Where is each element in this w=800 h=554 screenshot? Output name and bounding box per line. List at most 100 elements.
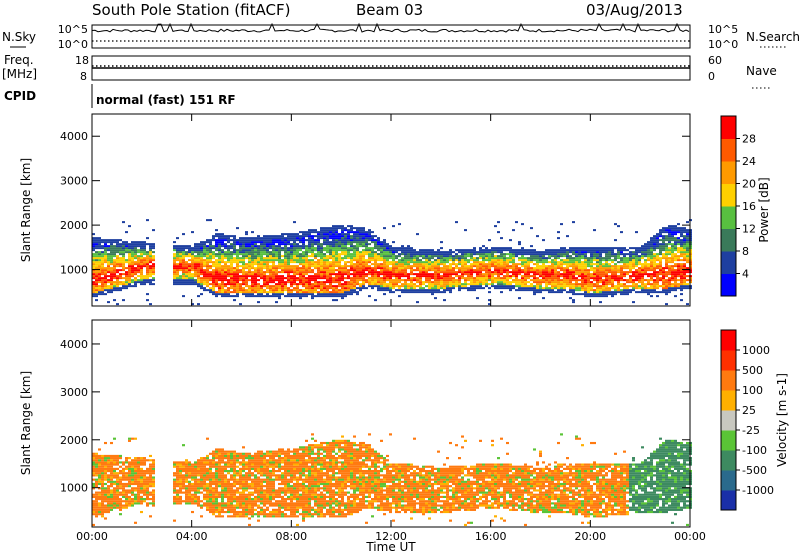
heatmap-cell [407, 249, 410, 252]
heatmap-cell [434, 277, 437, 280]
heatmap-cell [623, 285, 626, 288]
heatmap-cell [224, 283, 227, 286]
heatmap-cell [653, 283, 656, 286]
heatmap-cell [524, 263, 527, 266]
heatmap-cell [107, 291, 110, 294]
heatmap-cell [320, 233, 323, 236]
heatmap-cell [266, 249, 269, 252]
heatmap-cell [593, 285, 596, 288]
heatmap-cell [149, 267, 152, 270]
heatmap-cell [128, 263, 131, 266]
heatmap-cell [632, 271, 635, 274]
heatmap-cell [437, 269, 440, 272]
heatmap-cell [140, 283, 143, 286]
heatmap-cell [242, 293, 245, 296]
heatmap-cell [215, 283, 218, 286]
heatmap-cell [251, 273, 254, 276]
heatmap-cell [113, 255, 116, 258]
heatmap-cell [224, 257, 227, 260]
heatmap-cell [518, 289, 521, 292]
heatmap-cell [113, 269, 116, 272]
heatmap-cell [407, 279, 410, 282]
heatmap-cell [95, 243, 98, 246]
heatmap-cell [428, 279, 431, 282]
heatmap-cell [452, 257, 455, 260]
heatmap-cell [485, 263, 488, 266]
heatmap-cell [215, 275, 218, 278]
heatmap-cell [437, 283, 440, 286]
heatmap-cell [449, 263, 452, 266]
heatmap-cell [344, 239, 347, 242]
heatmap-cell [125, 467, 128, 470]
heatmap-cell [98, 467, 101, 470]
heatmap-cell [146, 267, 149, 270]
heatmap-cell [383, 293, 386, 296]
heatmap-cell [152, 245, 155, 248]
heatmap-cell [650, 259, 653, 262]
heatmap-cell [341, 269, 344, 272]
heatmap-cell [662, 269, 665, 272]
heatmap-cell [392, 265, 395, 268]
heatmap-cell [116, 474, 119, 477]
heatmap-cell [122, 257, 125, 260]
heatmap-cell [407, 245, 410, 248]
heatmap-cell [95, 293, 98, 296]
heatmap-cell [476, 277, 479, 280]
heatmap-cell [125, 459, 128, 462]
heatmap-cell [338, 295, 341, 298]
heatmap-cell [350, 263, 353, 266]
heatmap-cell [569, 261, 572, 264]
heatmap-cell [176, 283, 179, 286]
heatmap-cell [314, 257, 317, 260]
heatmap-cell [134, 263, 137, 266]
heatmap-cell [392, 281, 395, 284]
heatmap-cell [107, 247, 110, 250]
heatmap-cell [206, 245, 209, 248]
heatmap-cell [236, 267, 239, 270]
heatmap-cell [221, 271, 224, 274]
heatmap-cell [566, 235, 569, 238]
heatmap-cell [128, 457, 131, 460]
heatmap-cell [146, 237, 149, 240]
heatmap-cell [533, 275, 536, 278]
heatmap-cell [401, 247, 404, 250]
heatmap-cell [527, 261, 530, 264]
heatmap-cell [668, 289, 671, 292]
heatmap-cell [362, 251, 365, 254]
heatmap-cell [233, 287, 236, 290]
heatmap-cell [533, 273, 536, 276]
heatmap-cell [302, 291, 305, 294]
heatmap-cell [623, 279, 626, 282]
heatmap-cell [404, 279, 407, 282]
heatmap-cell [269, 261, 272, 264]
heatmap-cell [674, 277, 677, 280]
heatmap-cell [110, 257, 113, 260]
heatmap-cell [491, 257, 494, 260]
heatmap-cell [350, 277, 353, 280]
heatmap-cell [332, 271, 335, 274]
heatmap-cell [446, 251, 449, 254]
heatmap-cell [113, 474, 116, 477]
heatmap-cell [341, 265, 344, 268]
heatmap-cell [320, 227, 323, 230]
heatmap-cell [494, 225, 497, 228]
heatmap-cell [290, 257, 293, 260]
heatmap-cell [131, 281, 134, 284]
heatmap-cell [500, 291, 503, 294]
heatmap-cell [122, 247, 125, 250]
heatmap-cell [413, 279, 416, 282]
heatmap-cell [137, 265, 140, 268]
heatmap-cell [653, 257, 656, 260]
heatmap-cell [305, 251, 308, 254]
heatmap-cell [659, 247, 662, 250]
heatmap-cell [542, 287, 545, 290]
heatmap-cell [134, 281, 137, 284]
heatmap-cell [452, 277, 455, 280]
heatmap-cell [92, 259, 95, 262]
heatmap-cell [221, 295, 224, 298]
heatmap-cell [410, 255, 413, 258]
heatmap-cell [224, 285, 227, 288]
heatmap-cell [470, 267, 473, 270]
heatmap-cell [239, 303, 242, 306]
heatmap-cell [326, 275, 329, 278]
